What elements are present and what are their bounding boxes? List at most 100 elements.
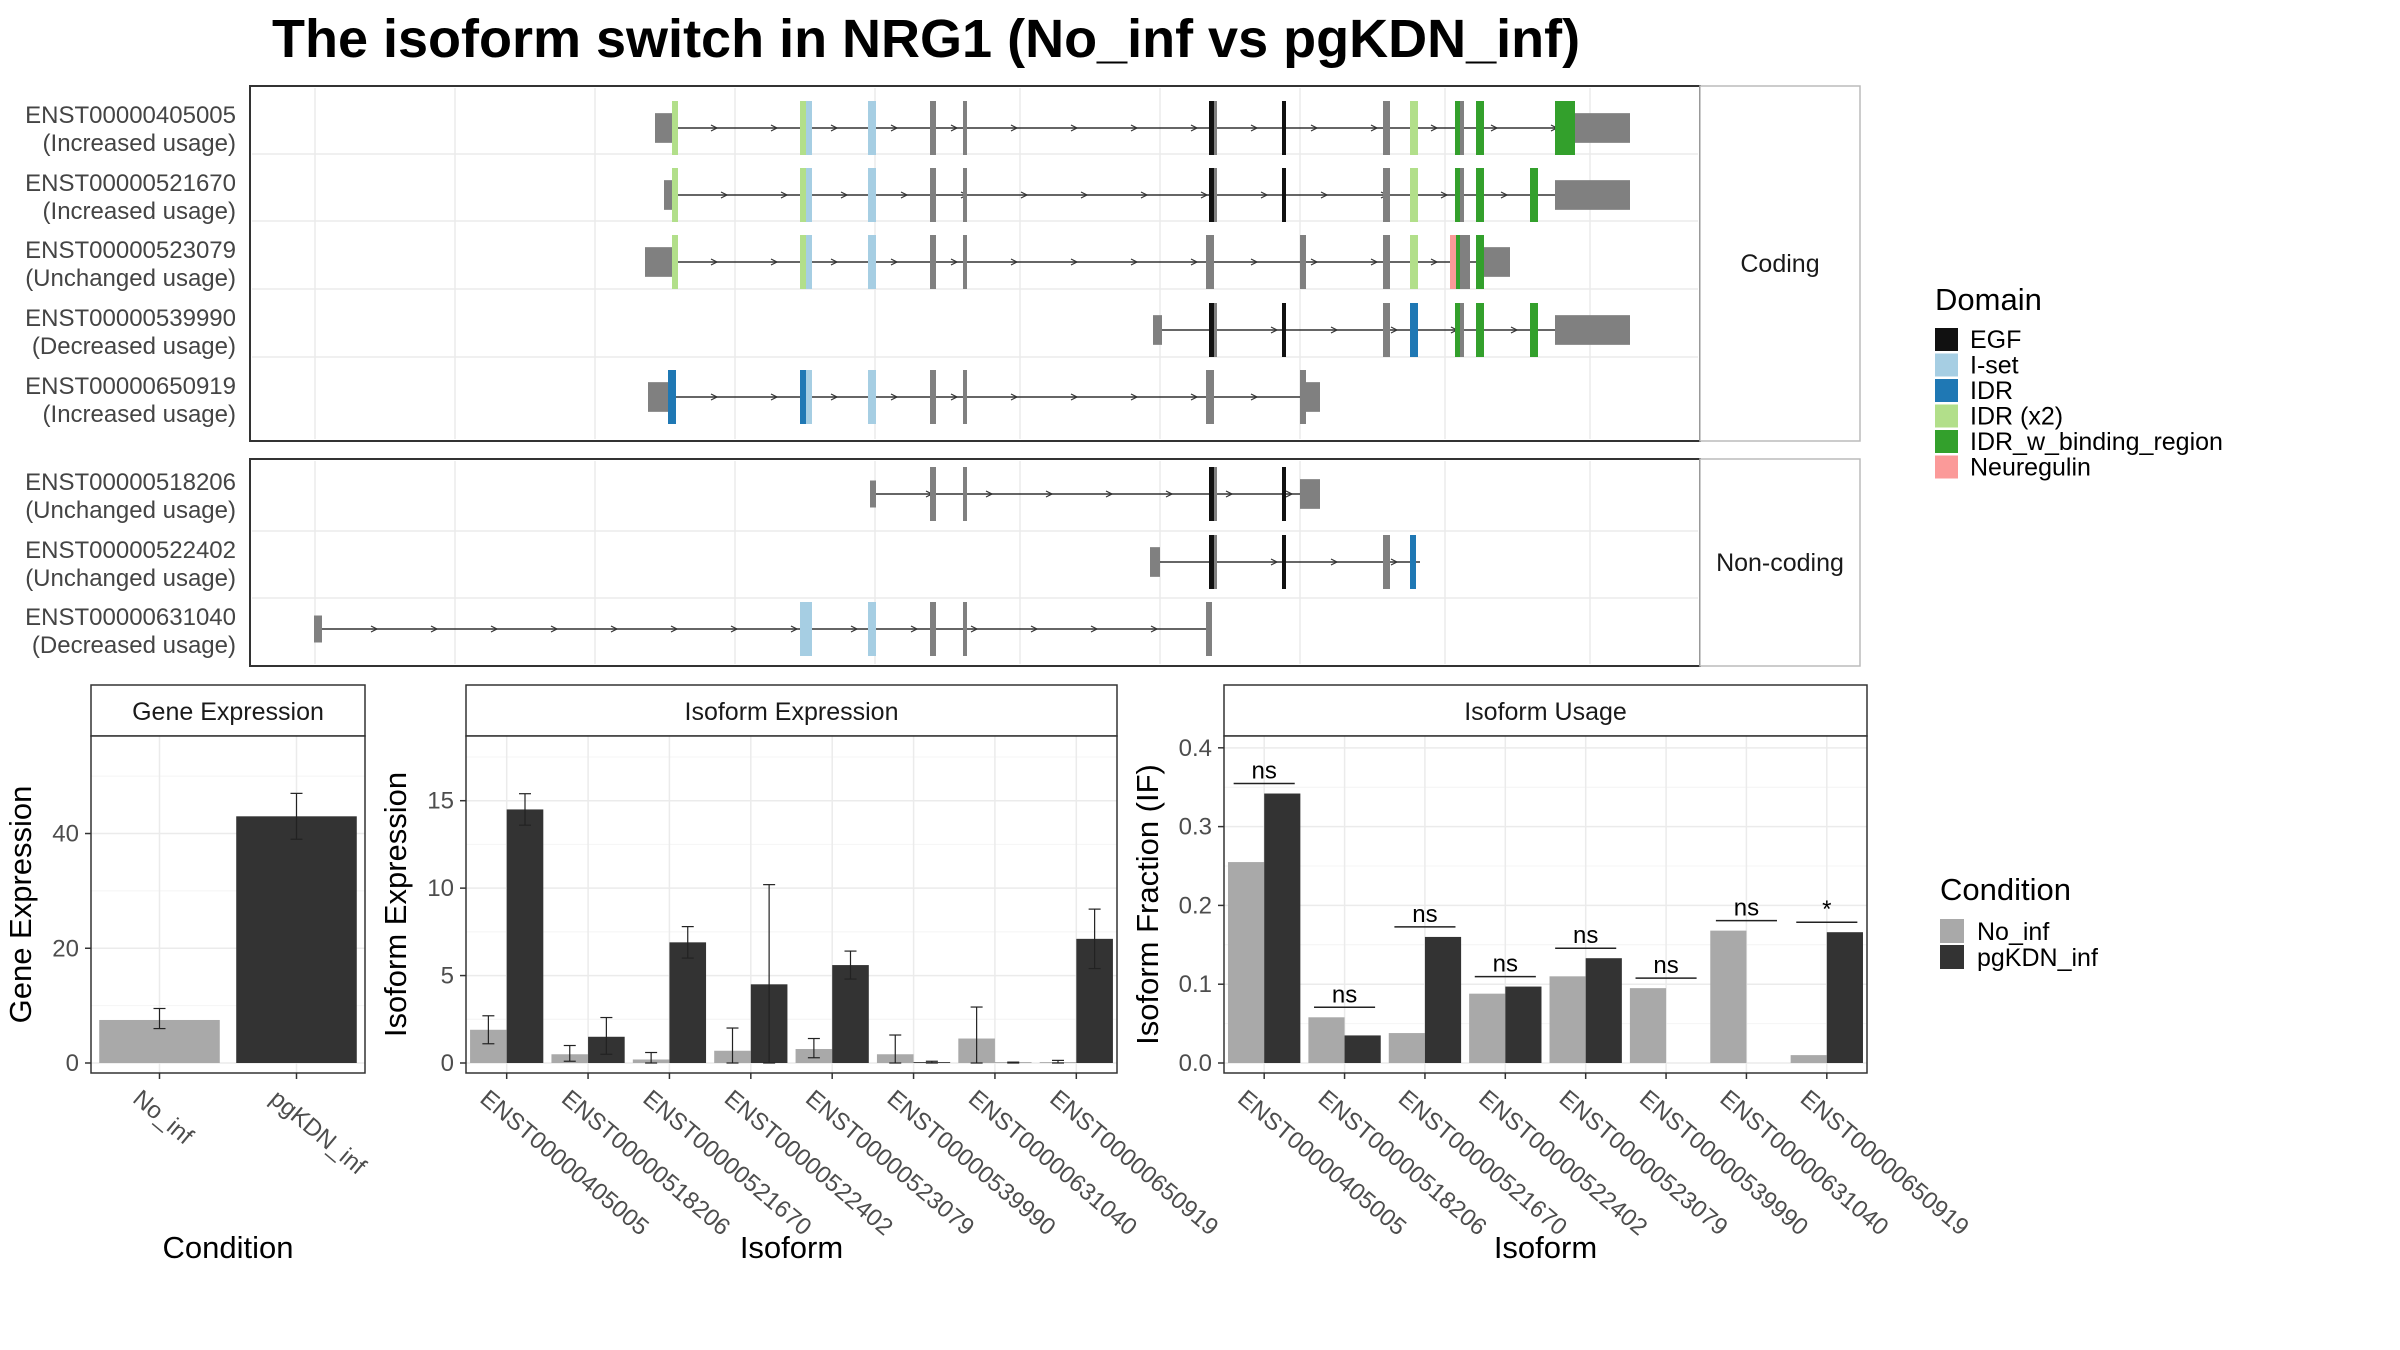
y-tick-label: 0.2 <box>1179 892 1212 919</box>
exon-block <box>963 235 967 289</box>
exon-block <box>1460 168 1464 222</box>
y-tick-label: 0.0 <box>1179 1050 1212 1077</box>
exon-block <box>963 602 967 656</box>
condition-legend-title: Condition <box>1940 872 2071 907</box>
domain-block <box>806 168 812 222</box>
exon-block <box>1214 535 1217 589</box>
exon-block <box>1214 168 1217 222</box>
direction-arrow <box>1010 258 1019 266</box>
x-axis-label: Isoform <box>1494 1230 1597 1265</box>
direction-arrow <box>1030 625 1039 633</box>
direction-arrow <box>970 625 979 633</box>
exon-block <box>1383 168 1390 222</box>
y-tick-label: 10 <box>427 875 454 902</box>
domain-block <box>672 168 678 222</box>
domain-block <box>1209 467 1214 521</box>
direction-arrow <box>950 393 959 401</box>
bar <box>1308 1017 1345 1063</box>
direction-arrow <box>910 625 919 633</box>
domain-block <box>1282 101 1286 155</box>
direction-arrow <box>730 625 739 633</box>
domain-legend-label: IDR_w_binding_region <box>1970 428 2223 456</box>
track-status: (Unchanged usage) <box>25 497 236 524</box>
direction-arrow <box>1225 490 1234 498</box>
domain-block <box>1410 168 1418 222</box>
direction-arrow <box>1500 191 1509 199</box>
domain-block <box>800 370 806 424</box>
track-id: ENST00000521670 <box>25 170 236 197</box>
direction-arrow <box>550 625 559 633</box>
noncoding-panel-frame <box>249 458 1701 667</box>
significance-label: ns <box>1493 951 1518 978</box>
direction-arrow <box>490 625 499 633</box>
isoform-expression-chart: Isoform Expression051015ENST00000405005E… <box>378 684 1223 1265</box>
direction-arrow <box>890 393 899 401</box>
exon-block <box>314 615 322 643</box>
domain-legend-swatch <box>1935 379 1958 402</box>
domain-block <box>806 370 812 424</box>
domain-block <box>800 602 812 656</box>
exon-block <box>963 101 967 155</box>
exon-block <box>1300 235 1306 289</box>
domain-legend-swatch <box>1935 328 1958 351</box>
exon-block <box>1383 535 1390 589</box>
facet-title: Isoform Expression <box>685 698 899 726</box>
bar <box>1549 976 1586 1063</box>
domain-block <box>800 168 806 222</box>
direction-arrow <box>1490 124 1499 132</box>
domain-block <box>1282 303 1286 357</box>
bar <box>1469 993 1506 1063</box>
bar <box>236 816 357 1063</box>
direction-arrow <box>1310 124 1319 132</box>
track-status: (Increased usage) <box>43 130 236 157</box>
direction-arrow <box>1200 191 1209 199</box>
coding-strip-label: Coding <box>1740 250 1819 278</box>
direction-arrow <box>780 191 789 199</box>
direction-arrow <box>1390 326 1399 334</box>
direction-arrow <box>830 124 839 132</box>
noncoding-strip <box>1699 458 1861 667</box>
bar <box>1826 932 1863 1063</box>
domain-block <box>868 602 876 656</box>
direction-arrow <box>1510 326 1519 334</box>
direction-arrow <box>1150 625 1159 633</box>
exon-block <box>1383 235 1390 289</box>
figure-title: The isoform switch in NRG1 (No_inf vs pg… <box>272 9 1580 69</box>
domain-block <box>668 370 676 424</box>
track-id: ENST00000539990 <box>25 305 236 332</box>
significance-label: ns <box>1252 758 1277 785</box>
direction-arrow <box>710 124 719 132</box>
domain-block <box>1476 235 1484 289</box>
bar <box>506 809 544 1063</box>
exon-block <box>963 168 967 222</box>
track-status: (Unchanged usage) <box>25 265 236 292</box>
track-id: ENST00000522402 <box>25 537 236 564</box>
direction-arrow <box>1010 393 1019 401</box>
domain-block <box>868 235 876 289</box>
condition-legend-swatch <box>1940 919 1964 943</box>
domain-block <box>800 101 806 155</box>
direction-arrow <box>1130 258 1139 266</box>
exon-block <box>1306 382 1320 412</box>
exon-block <box>1484 247 1510 277</box>
transcript-track <box>1153 303 1630 357</box>
direction-arrow <box>1090 625 1099 633</box>
exon-block <box>1214 101 1217 155</box>
domain-legend-label: Neuregulin <box>1970 454 2091 482</box>
direction-arrow <box>1105 490 1114 498</box>
exon-block <box>1214 303 1217 357</box>
y-tick-label: 0 <box>441 1050 454 1077</box>
domain-block <box>1209 168 1214 222</box>
direction-arrow <box>950 124 959 132</box>
bar <box>832 965 869 1063</box>
domain-block <box>1530 303 1538 357</box>
exon-block <box>1555 315 1630 345</box>
transcript-track <box>648 370 1320 424</box>
track-id: ENST00000523079 <box>25 237 236 264</box>
direction-arrow <box>1165 490 1174 498</box>
direction-arrow <box>770 258 779 266</box>
domain-block <box>1555 101 1575 155</box>
y-axis-label: Gene Expression <box>3 786 38 1024</box>
direction-arrow <box>1390 558 1399 566</box>
noncoding-strip-label: Non-coding <box>1716 549 1844 577</box>
